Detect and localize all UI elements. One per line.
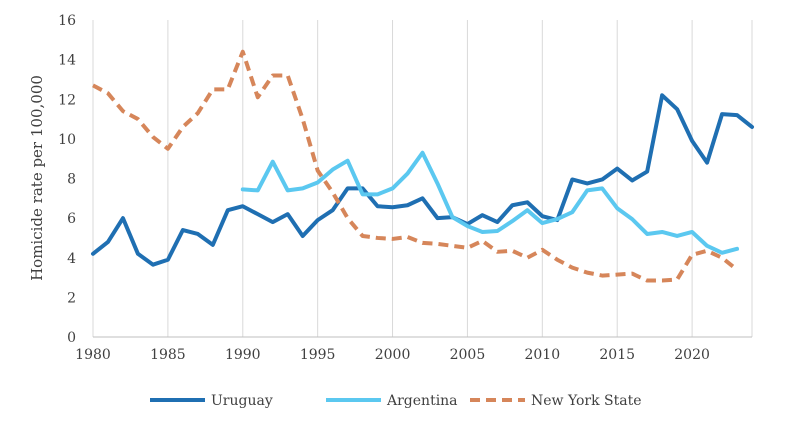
x-tick-label-1995: 1995: [300, 347, 336, 363]
y-tick-label-4: 4: [67, 251, 76, 267]
y-tick-label-16: 16: [58, 13, 76, 29]
x-tick-label-2015: 2015: [599, 347, 635, 363]
y-tick-label-0: 0: [67, 330, 76, 346]
x-tick-label-1980: 1980: [75, 347, 111, 363]
y-tick-label-6: 6: [67, 211, 76, 227]
x-tick-label-2005: 2005: [450, 347, 486, 363]
series-line-argentina: [240, 150, 740, 255]
y-tick-label-14: 14: [58, 53, 76, 69]
y-axis-title: Homicide rate per 100,000: [28, 75, 46, 281]
y-tick-label-8: 8: [67, 172, 76, 188]
series-line-new-york-state: [92, 49, 739, 283]
legend: Uruguay Argentina New York State: [150, 393, 642, 409]
x-tick-label-2010: 2010: [524, 347, 560, 363]
series-line-uruguay: [91, 93, 754, 267]
grid: [92, 20, 753, 337]
x-tick-label-1990: 1990: [225, 347, 261, 363]
legend-label-new-york-state: New York State: [531, 393, 642, 409]
series-lines: [91, 49, 754, 283]
y-tick-label-12: 12: [58, 92, 76, 108]
x-tick-label-1985: 1985: [150, 347, 186, 363]
axes: 1980 1985 1990 1995 2000 2005 2010 2015 2020 0 2 4 6…: [58, 13, 752, 363]
x-tick-label-2020: 2020: [674, 347, 710, 363]
y-tick-label-2: 2: [67, 290, 76, 306]
y-tick-label-10: 10: [58, 132, 76, 148]
x-tick-label-2000: 2000: [375, 347, 411, 363]
legend-label-argentina: Argentina: [386, 393, 458, 409]
legend-label-uruguay: Uruguay: [211, 393, 273, 409]
